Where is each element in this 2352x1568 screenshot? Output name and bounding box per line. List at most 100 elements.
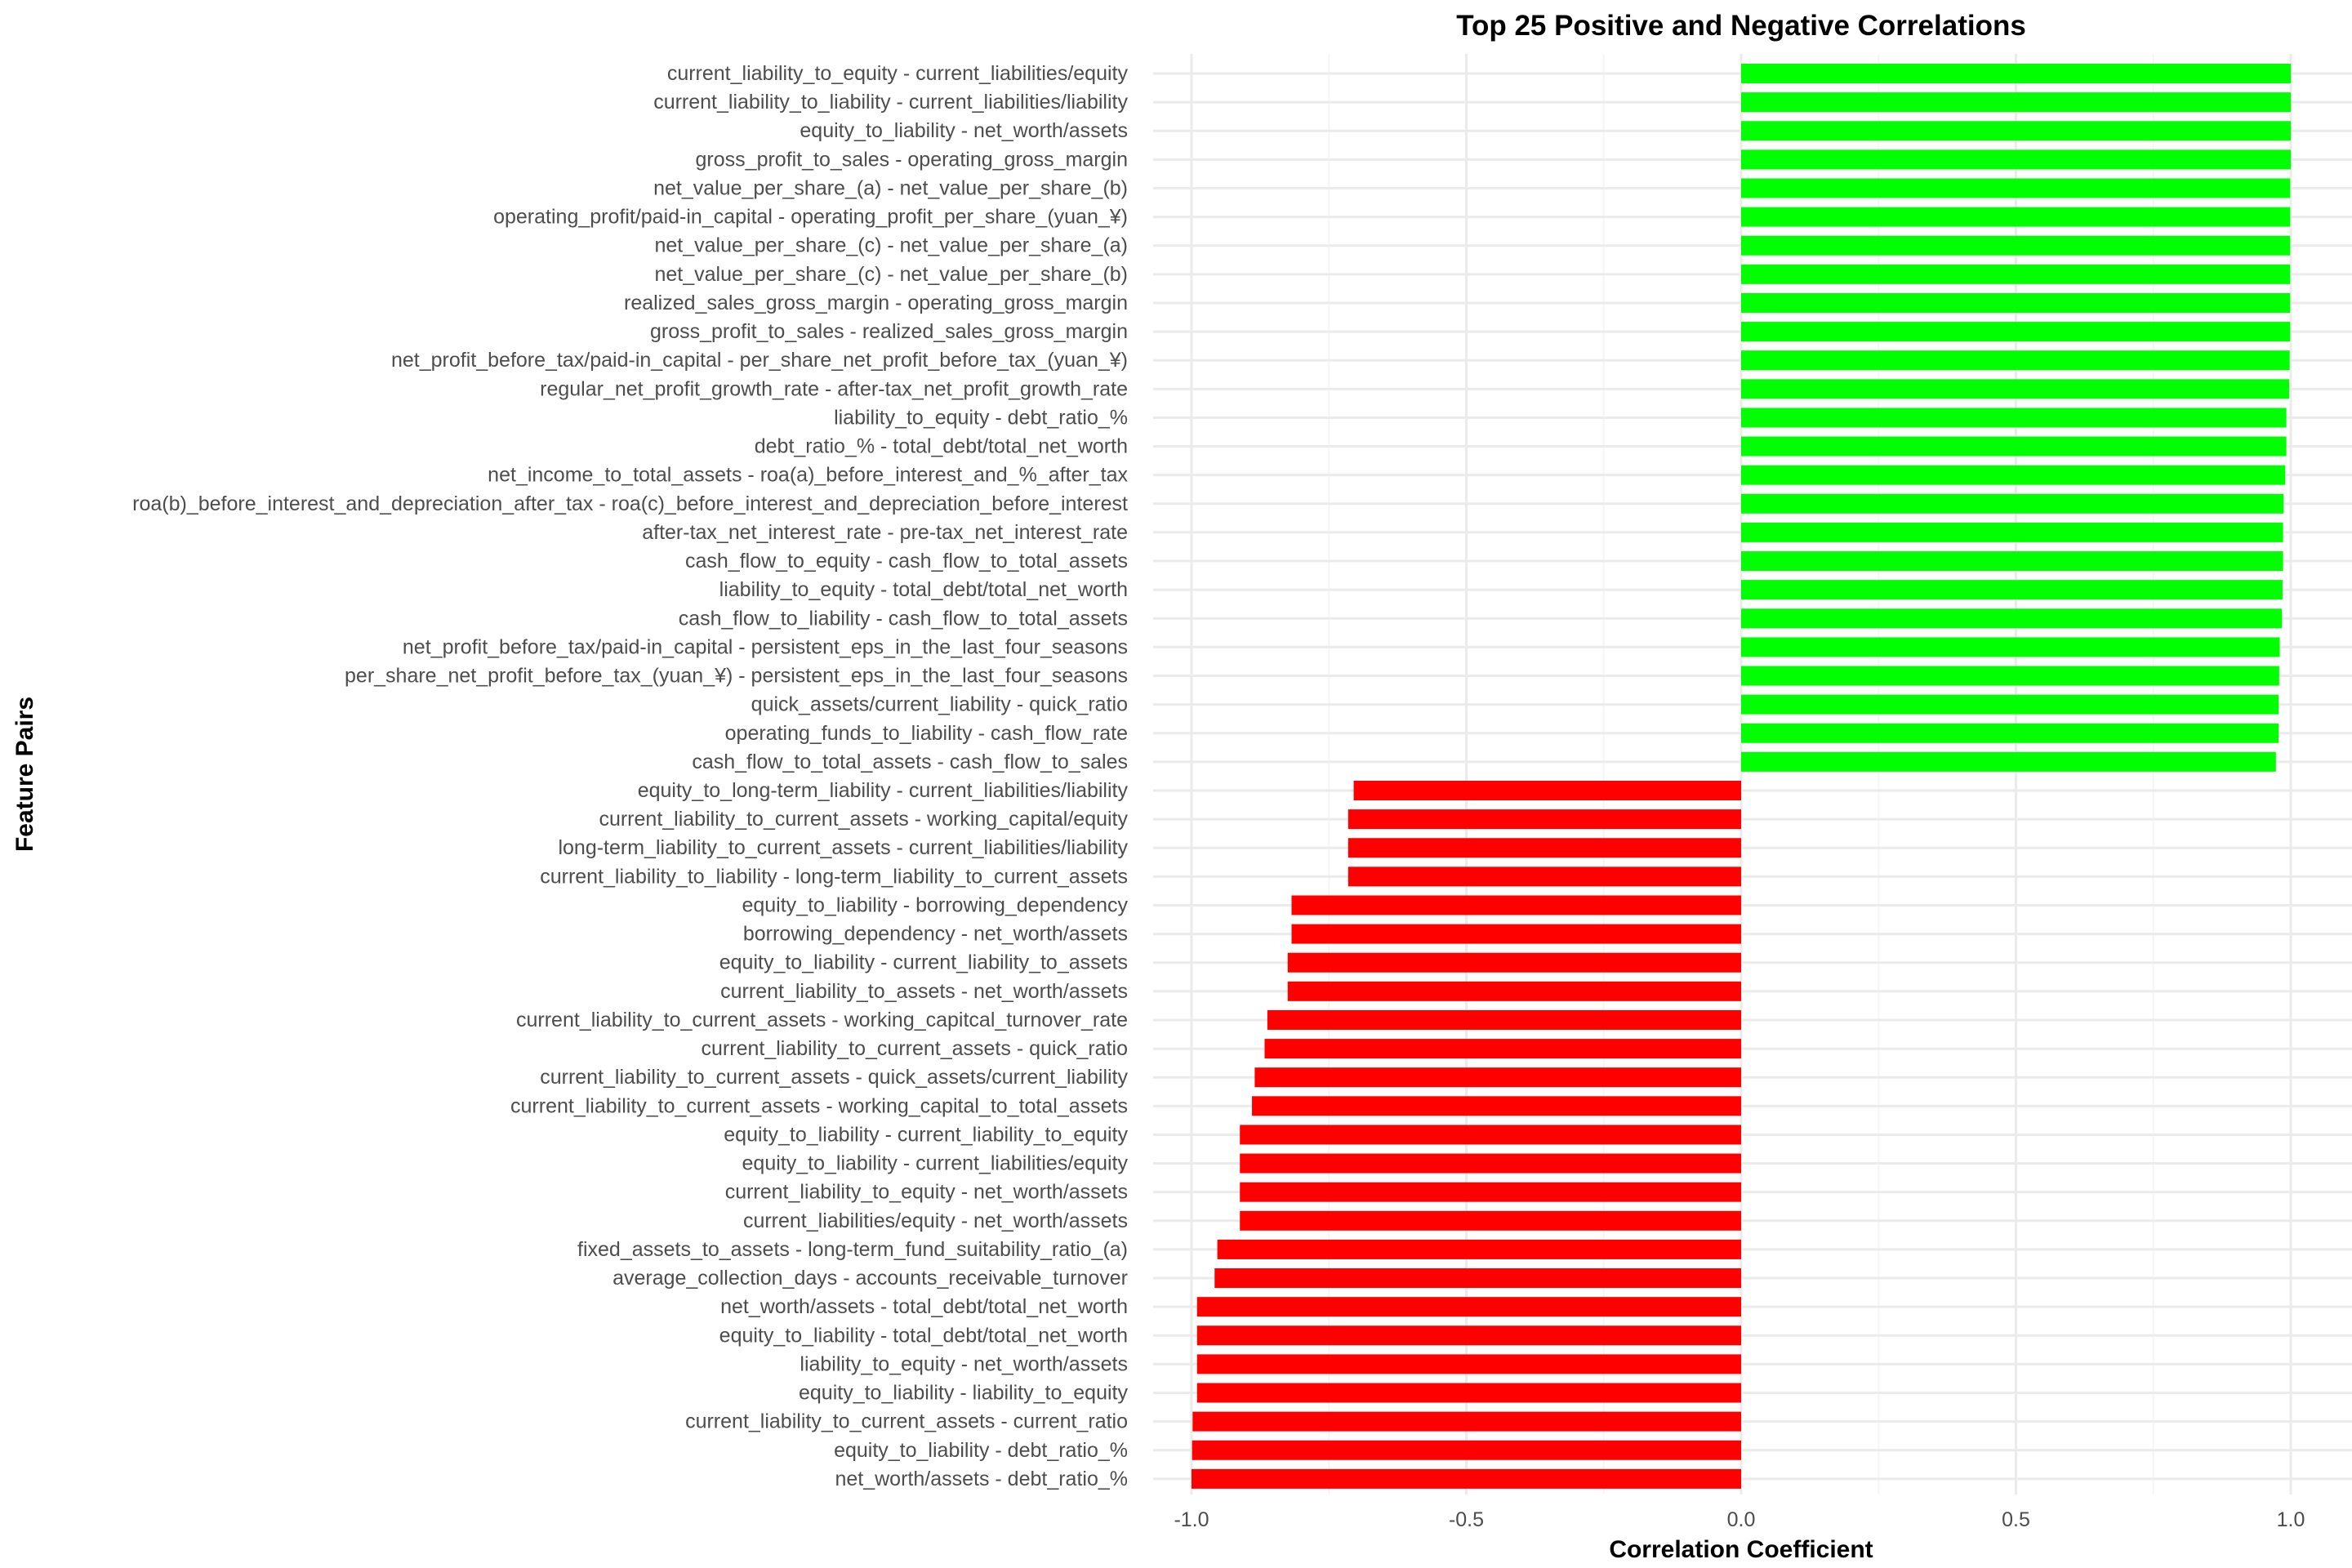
bar-positive <box>1741 322 2291 342</box>
category-label: per_share_net_profit_before_tax_(yuan_¥)… <box>345 665 1128 688</box>
category-label: current_liability_to_current_assets - cu… <box>685 1410 1128 1433</box>
category-label: borrowing_dependency - net_worth/assets <box>743 923 1128 946</box>
bar-positive <box>1741 551 2283 572</box>
category-label: average_collection_days - accounts_recei… <box>612 1267 1128 1290</box>
category-label: net_value_per_share_(a) - net_value_per_… <box>653 176 1128 199</box>
category-label: net_profit_before_tax/paid-in_capital - … <box>403 635 1128 658</box>
bar-negative <box>1348 838 1741 858</box>
x-tick-label: 1.0 <box>2277 1508 2305 1531</box>
category-label: cash_flow_to_total_assets - cash_flow_to… <box>692 751 1128 773</box>
category-label: gross_profit_to_sales - operating_gross_… <box>696 148 1128 171</box>
category-label: debt_ratio_% - total_debt/total_net_wort… <box>755 435 1128 458</box>
category-label: liability_to_equity - net_worth/assets <box>800 1352 1128 1375</box>
category-label: equity_to_liability - net_worth/assets <box>800 119 1128 142</box>
bar-negative <box>1196 1325 1741 1346</box>
bar-positive <box>1741 637 2280 657</box>
bar-positive <box>1741 264 2291 284</box>
category-label: equity_to_long-term_liability - current_… <box>638 779 1129 802</box>
category-label: current_liability_to_equity - current_li… <box>667 62 1129 85</box>
bar-positive <box>1741 350 2290 371</box>
bar-positive <box>1741 149 2291 170</box>
bar-positive <box>1741 723 2279 743</box>
bar-negative <box>1287 952 1741 973</box>
category-label: current_liability_to_current_assets - wo… <box>516 1009 1128 1031</box>
bar-negative <box>1196 1354 1741 1374</box>
bar-positive <box>1741 608 2283 629</box>
category-label: net_value_per_share_(c) - net_value_per_… <box>654 234 1128 257</box>
bar-negative <box>1252 1096 1741 1116</box>
category-label: roa(b)_before_interest_and_depreciation_… <box>132 492 1128 515</box>
bar-negative <box>1254 1067 1741 1088</box>
bar-negative <box>1240 1182 1741 1202</box>
bar-negative <box>1291 895 1741 915</box>
bar-negative <box>1264 1039 1741 1059</box>
bar-positive <box>1741 292 2291 313</box>
category-label: cash_flow_to_liability - cash_flow_to_to… <box>679 607 1128 630</box>
x-tick-label: -1.0 <box>1174 1508 1209 1531</box>
bar-negative <box>1348 866 1741 887</box>
bar-negative <box>1192 1411 1741 1432</box>
category-label: long-term_liability_to_current_assets - … <box>558 836 1128 859</box>
bar-negative <box>1240 1125 1741 1145</box>
category-label: equity_to_liability - current_liabilitie… <box>742 1152 1129 1175</box>
bar-positive <box>1741 408 2287 428</box>
category-label: equity_to_liability - borrowing_dependen… <box>742 893 1128 916</box>
category-label: after-tax_net_interest_rate - pre-tax_ne… <box>642 521 1128 544</box>
bar-positive <box>1741 178 2291 198</box>
bar-positive <box>1741 121 2291 141</box>
bar-negative <box>1196 1383 1741 1403</box>
y-axis-title: Feature Pairs <box>11 697 38 852</box>
category-label: current_liability_to_equity - net_worth/… <box>725 1181 1128 1204</box>
bar-positive <box>1741 64 2291 83</box>
category-label: realized_sales_gross_margin - operating_… <box>624 292 1128 314</box>
x-tick-labels: -1.0 -0.5 0.0 0.5 1.0 <box>1174 1508 2305 1531</box>
category-label: equity_to_liability - debt_ratio_% <box>834 1439 1128 1462</box>
category-label: net_worth/assets - debt_ratio_% <box>835 1468 1128 1490</box>
bar-negative <box>1214 1268 1741 1289</box>
category-label: gross_profit_to_sales - realized_sales_g… <box>650 320 1128 343</box>
category-label: quick_assets/current_liability - quick_r… <box>751 693 1128 716</box>
x-tick-label: -0.5 <box>1449 1508 1484 1531</box>
category-label: equity_to_liability - current_liability_… <box>724 1123 1128 1146</box>
category-label: net_profit_before_tax/paid-in_capital - … <box>391 349 1128 372</box>
category-label: equity_to_liability - liability_to_equit… <box>799 1382 1129 1405</box>
bar-positive <box>1741 207 2291 227</box>
bar-negative <box>1192 1440 1741 1460</box>
category-label: current_liability_to_current_assets - qu… <box>702 1037 1128 1060</box>
bar-positive <box>1741 92 2291 113</box>
bar-positive <box>1741 436 2287 457</box>
bar-negative <box>1267 1009 1741 1030</box>
bar-positive <box>1741 751 2276 772</box>
bar-negative <box>1348 809 1741 830</box>
category-labels: current_liability_to_equity - current_li… <box>132 62 1128 1490</box>
category-label: current_liability_to_current_assets - wo… <box>510 1094 1128 1117</box>
category-label: current_liability_to_liability - current… <box>653 91 1128 114</box>
category-label: current_liabilities/equity - net_worth/a… <box>743 1209 1128 1232</box>
x-axis-title: Correlation Coefficient <box>1609 1536 1873 1563</box>
bar-negative <box>1353 781 1741 800</box>
bar-positive <box>1741 522 2283 542</box>
bar-negative <box>1240 1153 1741 1174</box>
category-label: liability_to_equity - debt_ratio_% <box>834 406 1128 429</box>
x-tick-label: 0.0 <box>1727 1508 1756 1531</box>
bar-positive <box>1741 493 2284 514</box>
bar-negative <box>1196 1297 1741 1317</box>
category-label: liability_to_equity - total_debt/total_n… <box>719 578 1128 601</box>
bar-negative <box>1217 1239 1741 1259</box>
category-label: current_liability_to_current_assets - wo… <box>599 808 1128 831</box>
bar-negative <box>1291 924 1741 944</box>
category-label: operating_funds_to_liability - cash_flow… <box>725 722 1128 745</box>
bar-positive <box>1741 580 2283 600</box>
bars <box>1192 64 2291 1489</box>
bar-positive <box>1741 666 2279 686</box>
category-label: current_liability_to_liability - long-te… <box>540 865 1128 888</box>
category-label: cash_flow_to_equity - cash_flow_to_total… <box>685 550 1128 572</box>
bar-positive <box>1741 235 2291 256</box>
category-label: fixed_assets_to_assets - long-term_fund_… <box>577 1238 1128 1261</box>
category-label: equity_to_liability - total_debt/total_n… <box>719 1324 1128 1347</box>
category-label: current_liability_to_assets - net_worth/… <box>720 980 1128 1003</box>
x-tick-label: 0.5 <box>2002 1508 2030 1531</box>
chart-title: Top 25 Positive and Negative Correlation… <box>1456 10 2026 42</box>
bar-positive <box>1741 465 2286 485</box>
